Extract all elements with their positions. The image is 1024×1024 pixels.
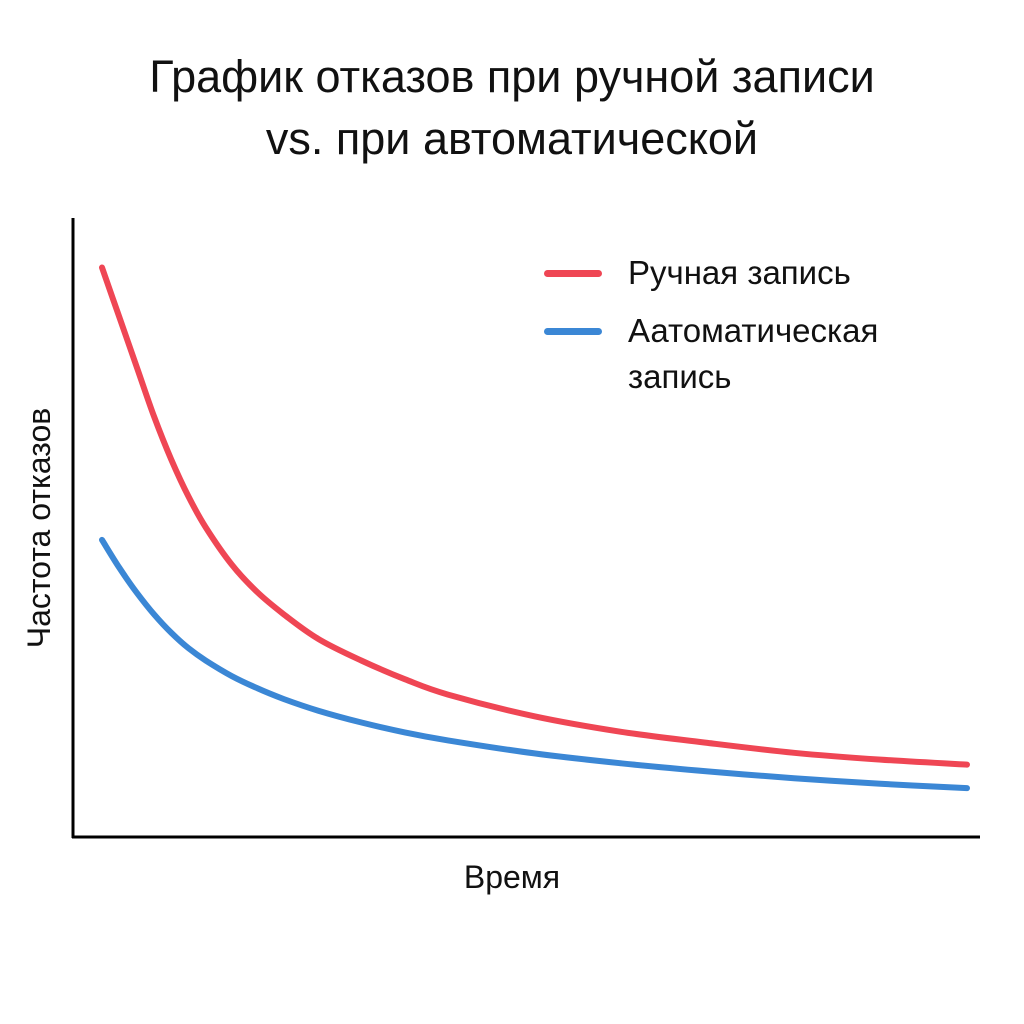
series-line-automatic	[99, 536, 970, 792]
series-layer	[99, 264, 970, 792]
x-axis-label: Время	[463, 859, 561, 895]
y-axis-label: Частота отказов	[21, 407, 57, 649]
legend-label-automatic: Аатоматическая запись	[628, 312, 879, 395]
chart-title-line-2: vs. при автоматической	[265, 113, 759, 164]
legend-item-manual: Ручная запись	[540, 250, 960, 296]
chart-title: График отказов при ручной записи vs. при…	[0, 46, 1024, 170]
series-line-manual	[99, 264, 970, 768]
chart-title-line-1: График отказов при ручной записи	[149, 51, 875, 102]
legend-item-automatic: Аатоматическая запись	[540, 308, 960, 400]
legend-swatch-manual	[544, 270, 602, 277]
legend-label-manual: Ручная запись	[628, 254, 851, 291]
legend-swatch-automatic	[544, 328, 602, 335]
legend: Ручная запись Аатоматическая запись	[540, 250, 960, 412]
